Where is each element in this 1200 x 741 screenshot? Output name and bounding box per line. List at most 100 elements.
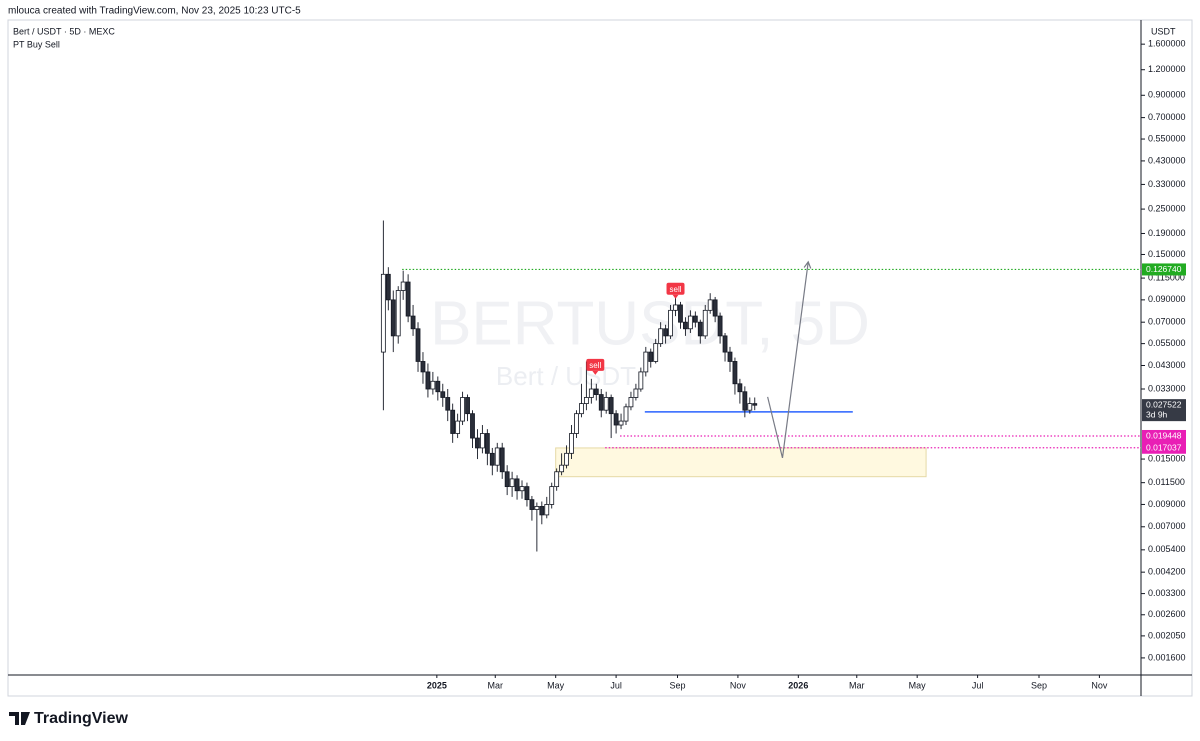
candle-body [673,304,678,311]
axis-unit: USDT [1151,26,1176,36]
candle-body [653,343,659,362]
candle-body [395,290,401,337]
candle-body [687,315,693,330]
y-tick-label: 0.003300 [1148,588,1186,598]
candle-body [519,486,525,492]
signal-label: sell [589,361,601,370]
signal-pointer [672,294,679,299]
signal-badge [586,358,605,371]
candle-body [559,464,565,473]
y-tick-label: 0.001600 [1148,652,1186,662]
level-tag [1142,263,1186,276]
y-tick-label: 0.115000 [1148,272,1185,282]
y-tick-label: 0.090000 [1148,294,1186,304]
candle-body [727,351,733,362]
candle-body [445,397,451,411]
signal-pointer [592,370,599,375]
candle-body [663,328,669,337]
x-tick-label: Nov [730,680,747,690]
candle-body [683,321,688,330]
candle-body [385,273,391,301]
y-tick-label: 0.150000 [1148,249,1186,259]
candle-body [633,388,639,398]
arrow-head [803,260,812,269]
candle-body [430,380,436,390]
y-tick-label: 0.033000 [1148,383,1186,393]
y-tick-label: 0.005400 [1148,544,1186,554]
candle-body [420,361,426,373]
footer-logo: TradingView [9,710,129,727]
level-tag-label: 0.019448 [1146,431,1182,441]
x-tick-label: Sep [669,680,685,690]
y-tick-label: 0.002600 [1148,609,1186,619]
candle-body [732,361,738,385]
y-tick-label: 0.190000 [1148,228,1186,238]
candle-body [479,433,485,449]
candle-body [658,328,664,345]
candle-body [598,394,604,411]
y-tick-label: 0.007000 [1148,521,1186,531]
y-tick-label: 0.550000 [1148,133,1186,143]
candle-body [470,413,475,439]
candle-body [509,478,515,488]
candle-body [702,309,708,337]
x-tick-label: 2026 [788,680,808,690]
candle-body [549,486,555,505]
candle-body [638,371,644,390]
projection-arrow [767,261,809,459]
candle-body [450,409,456,434]
y-tick-label: 0.330000 [1148,179,1186,189]
candle-body [524,486,530,501]
x-tick-label: 2025 [427,680,447,690]
watermark: BERTUSDT, 5D [430,289,870,358]
candle-body [692,315,698,323]
level-tag-label: 0.126740 [1146,264,1182,274]
candle-body [475,437,480,449]
candle-body [717,315,723,337]
candle-body [574,413,579,434]
candle-body [455,420,461,434]
y-tick-label: 1.600000 [1148,39,1186,49]
candle-body [390,299,396,337]
candle-body [668,309,673,337]
candle-body [707,299,713,311]
candle-body [554,471,560,488]
candle-body [410,315,416,330]
candle-body [583,397,589,405]
candle-body [400,281,406,291]
candle-body [742,391,748,411]
x-tick-label: Nov [1091,680,1108,690]
candle-body [747,403,753,411]
candle-body [643,351,649,373]
logo-icon [9,712,30,725]
y-tick-label: 0.015000 [1148,453,1186,463]
x-tick-label: Mar [849,680,865,690]
x-tick-label: Sep [1031,680,1047,690]
y-tick-label: 0.430000 [1148,155,1186,165]
signal-badge [666,282,685,295]
candle-body [722,335,728,353]
last-price-label: 0.027522 [1146,399,1182,409]
candle-body [569,433,574,454]
candle-body [514,478,520,492]
level-tag [1142,441,1186,454]
brand: TradingView [34,710,129,727]
y-tick-label: 0.900000 [1148,90,1186,100]
candle-body [489,452,495,466]
candle-body [544,504,550,516]
watermark-sub: Bert / USDT [496,361,636,391]
candle-body [534,506,540,510]
indicator-name: PT Buy Sell [13,39,60,49]
candle-body [648,351,654,362]
signal-label: sell [670,285,682,294]
candle-body [623,406,629,422]
candle-body [678,304,683,323]
y-tick-label: 0.009000 [1148,499,1186,509]
candle-body [494,447,500,466]
x-tick-label: Mar [488,680,504,690]
y-tick-label: 0.700000 [1148,112,1186,122]
zone [555,447,927,478]
candle-body [564,452,569,466]
y-tick-label: 0.004200 [1148,567,1186,577]
